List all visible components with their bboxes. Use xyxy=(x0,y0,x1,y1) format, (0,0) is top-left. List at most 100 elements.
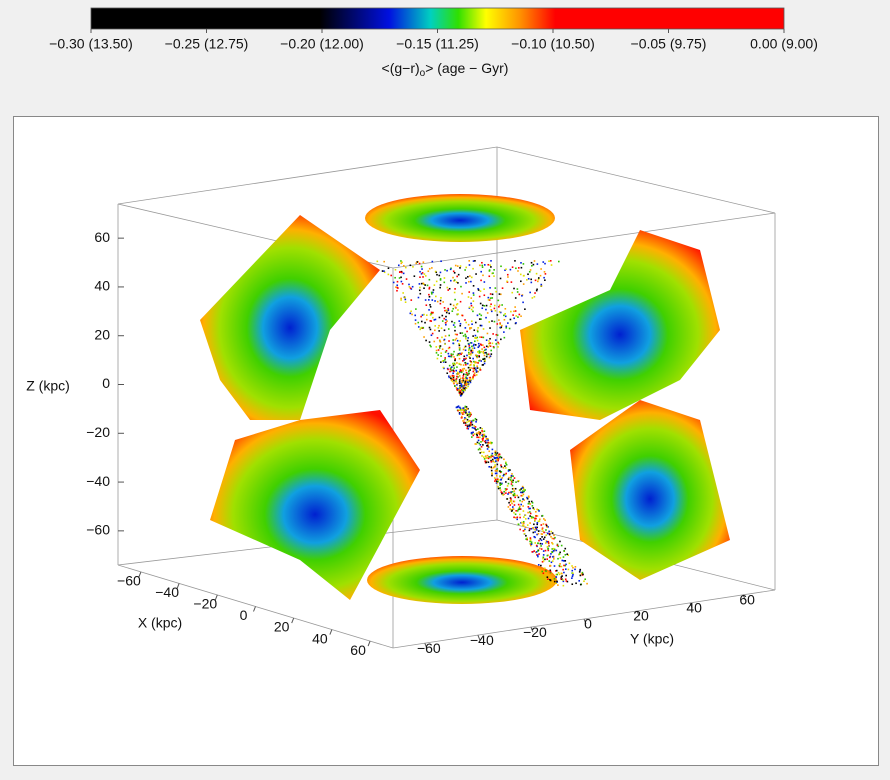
star-points xyxy=(376,260,588,587)
star-point xyxy=(461,352,463,354)
star-point xyxy=(484,441,487,444)
star-point xyxy=(499,311,502,314)
star-point xyxy=(500,293,502,296)
star-point xyxy=(461,388,464,391)
star-point xyxy=(498,293,501,295)
star-point xyxy=(448,375,450,378)
star-point xyxy=(459,384,461,387)
star-point xyxy=(449,279,452,282)
star-point xyxy=(394,268,397,271)
star-point xyxy=(420,326,423,329)
star-point xyxy=(490,466,492,468)
star-point xyxy=(496,468,499,470)
star-point xyxy=(436,337,439,339)
star-point xyxy=(505,461,507,464)
y-tick xyxy=(583,618,587,625)
star-point xyxy=(513,317,515,320)
star-point xyxy=(555,549,558,552)
star-point xyxy=(529,511,531,513)
star-point xyxy=(580,573,583,575)
star-point xyxy=(498,453,501,456)
star-point xyxy=(491,474,493,477)
star-point xyxy=(489,355,492,358)
star-point xyxy=(507,469,510,471)
star-point xyxy=(464,378,467,380)
star-point xyxy=(433,340,436,343)
star-point xyxy=(497,346,499,348)
star-point xyxy=(434,329,436,332)
star-point xyxy=(454,358,457,360)
star-point xyxy=(549,571,552,574)
star-point xyxy=(483,288,485,290)
star-point xyxy=(475,418,478,421)
star-point xyxy=(455,281,458,283)
star-point xyxy=(506,485,509,487)
star-point xyxy=(477,342,480,345)
star-point xyxy=(552,547,555,550)
star-point xyxy=(534,531,536,533)
star-point xyxy=(519,508,522,510)
star-point xyxy=(462,409,464,412)
star-point xyxy=(557,557,559,560)
star-point xyxy=(540,524,543,526)
star-point xyxy=(487,461,490,464)
star-point xyxy=(494,287,497,289)
star-point xyxy=(443,338,446,341)
star-point xyxy=(571,583,574,586)
star-point xyxy=(440,327,443,330)
star-point xyxy=(485,460,488,463)
star-point xyxy=(560,576,563,578)
star-point xyxy=(559,563,561,565)
star-point xyxy=(529,539,532,541)
star-point xyxy=(472,300,475,302)
star-point xyxy=(420,320,423,323)
star-point xyxy=(478,345,481,347)
star-point xyxy=(448,312,450,315)
star-point xyxy=(468,424,471,427)
star-point xyxy=(457,273,460,276)
star-point xyxy=(446,372,449,375)
map-right-upper xyxy=(520,230,720,420)
star-point xyxy=(469,380,471,382)
star-point xyxy=(546,576,549,578)
star-point xyxy=(553,548,556,551)
star-point xyxy=(490,459,492,462)
star-point xyxy=(419,328,421,331)
star-point xyxy=(510,483,513,485)
star-point xyxy=(486,312,489,314)
star-point xyxy=(459,265,462,267)
star-point xyxy=(435,349,438,352)
star-point xyxy=(503,318,506,321)
star-point xyxy=(459,332,462,334)
star-point xyxy=(454,359,456,362)
star-point xyxy=(467,420,470,423)
star-point xyxy=(438,274,441,277)
star-point xyxy=(503,490,505,493)
star-point xyxy=(555,570,557,572)
star-point xyxy=(509,469,511,471)
star-point xyxy=(468,416,470,418)
star-point xyxy=(480,451,483,454)
star-point xyxy=(520,521,523,524)
star-point xyxy=(423,283,425,285)
star-point xyxy=(501,287,504,289)
star-point xyxy=(460,385,463,388)
star-point xyxy=(472,367,475,370)
star-point xyxy=(505,481,507,483)
star-point xyxy=(491,458,494,461)
star-point xyxy=(480,441,482,443)
star-point xyxy=(464,380,467,383)
star-point xyxy=(428,309,430,311)
star-point xyxy=(475,429,477,431)
star-point xyxy=(479,290,482,292)
star-point xyxy=(478,447,481,450)
star-point xyxy=(467,372,470,375)
star-point xyxy=(485,351,487,354)
star-point xyxy=(431,312,434,314)
star-point xyxy=(521,490,524,492)
star-point xyxy=(471,323,473,326)
star-point xyxy=(517,496,520,499)
star-point xyxy=(583,580,585,583)
star-point xyxy=(447,368,449,371)
star-point xyxy=(441,360,444,362)
